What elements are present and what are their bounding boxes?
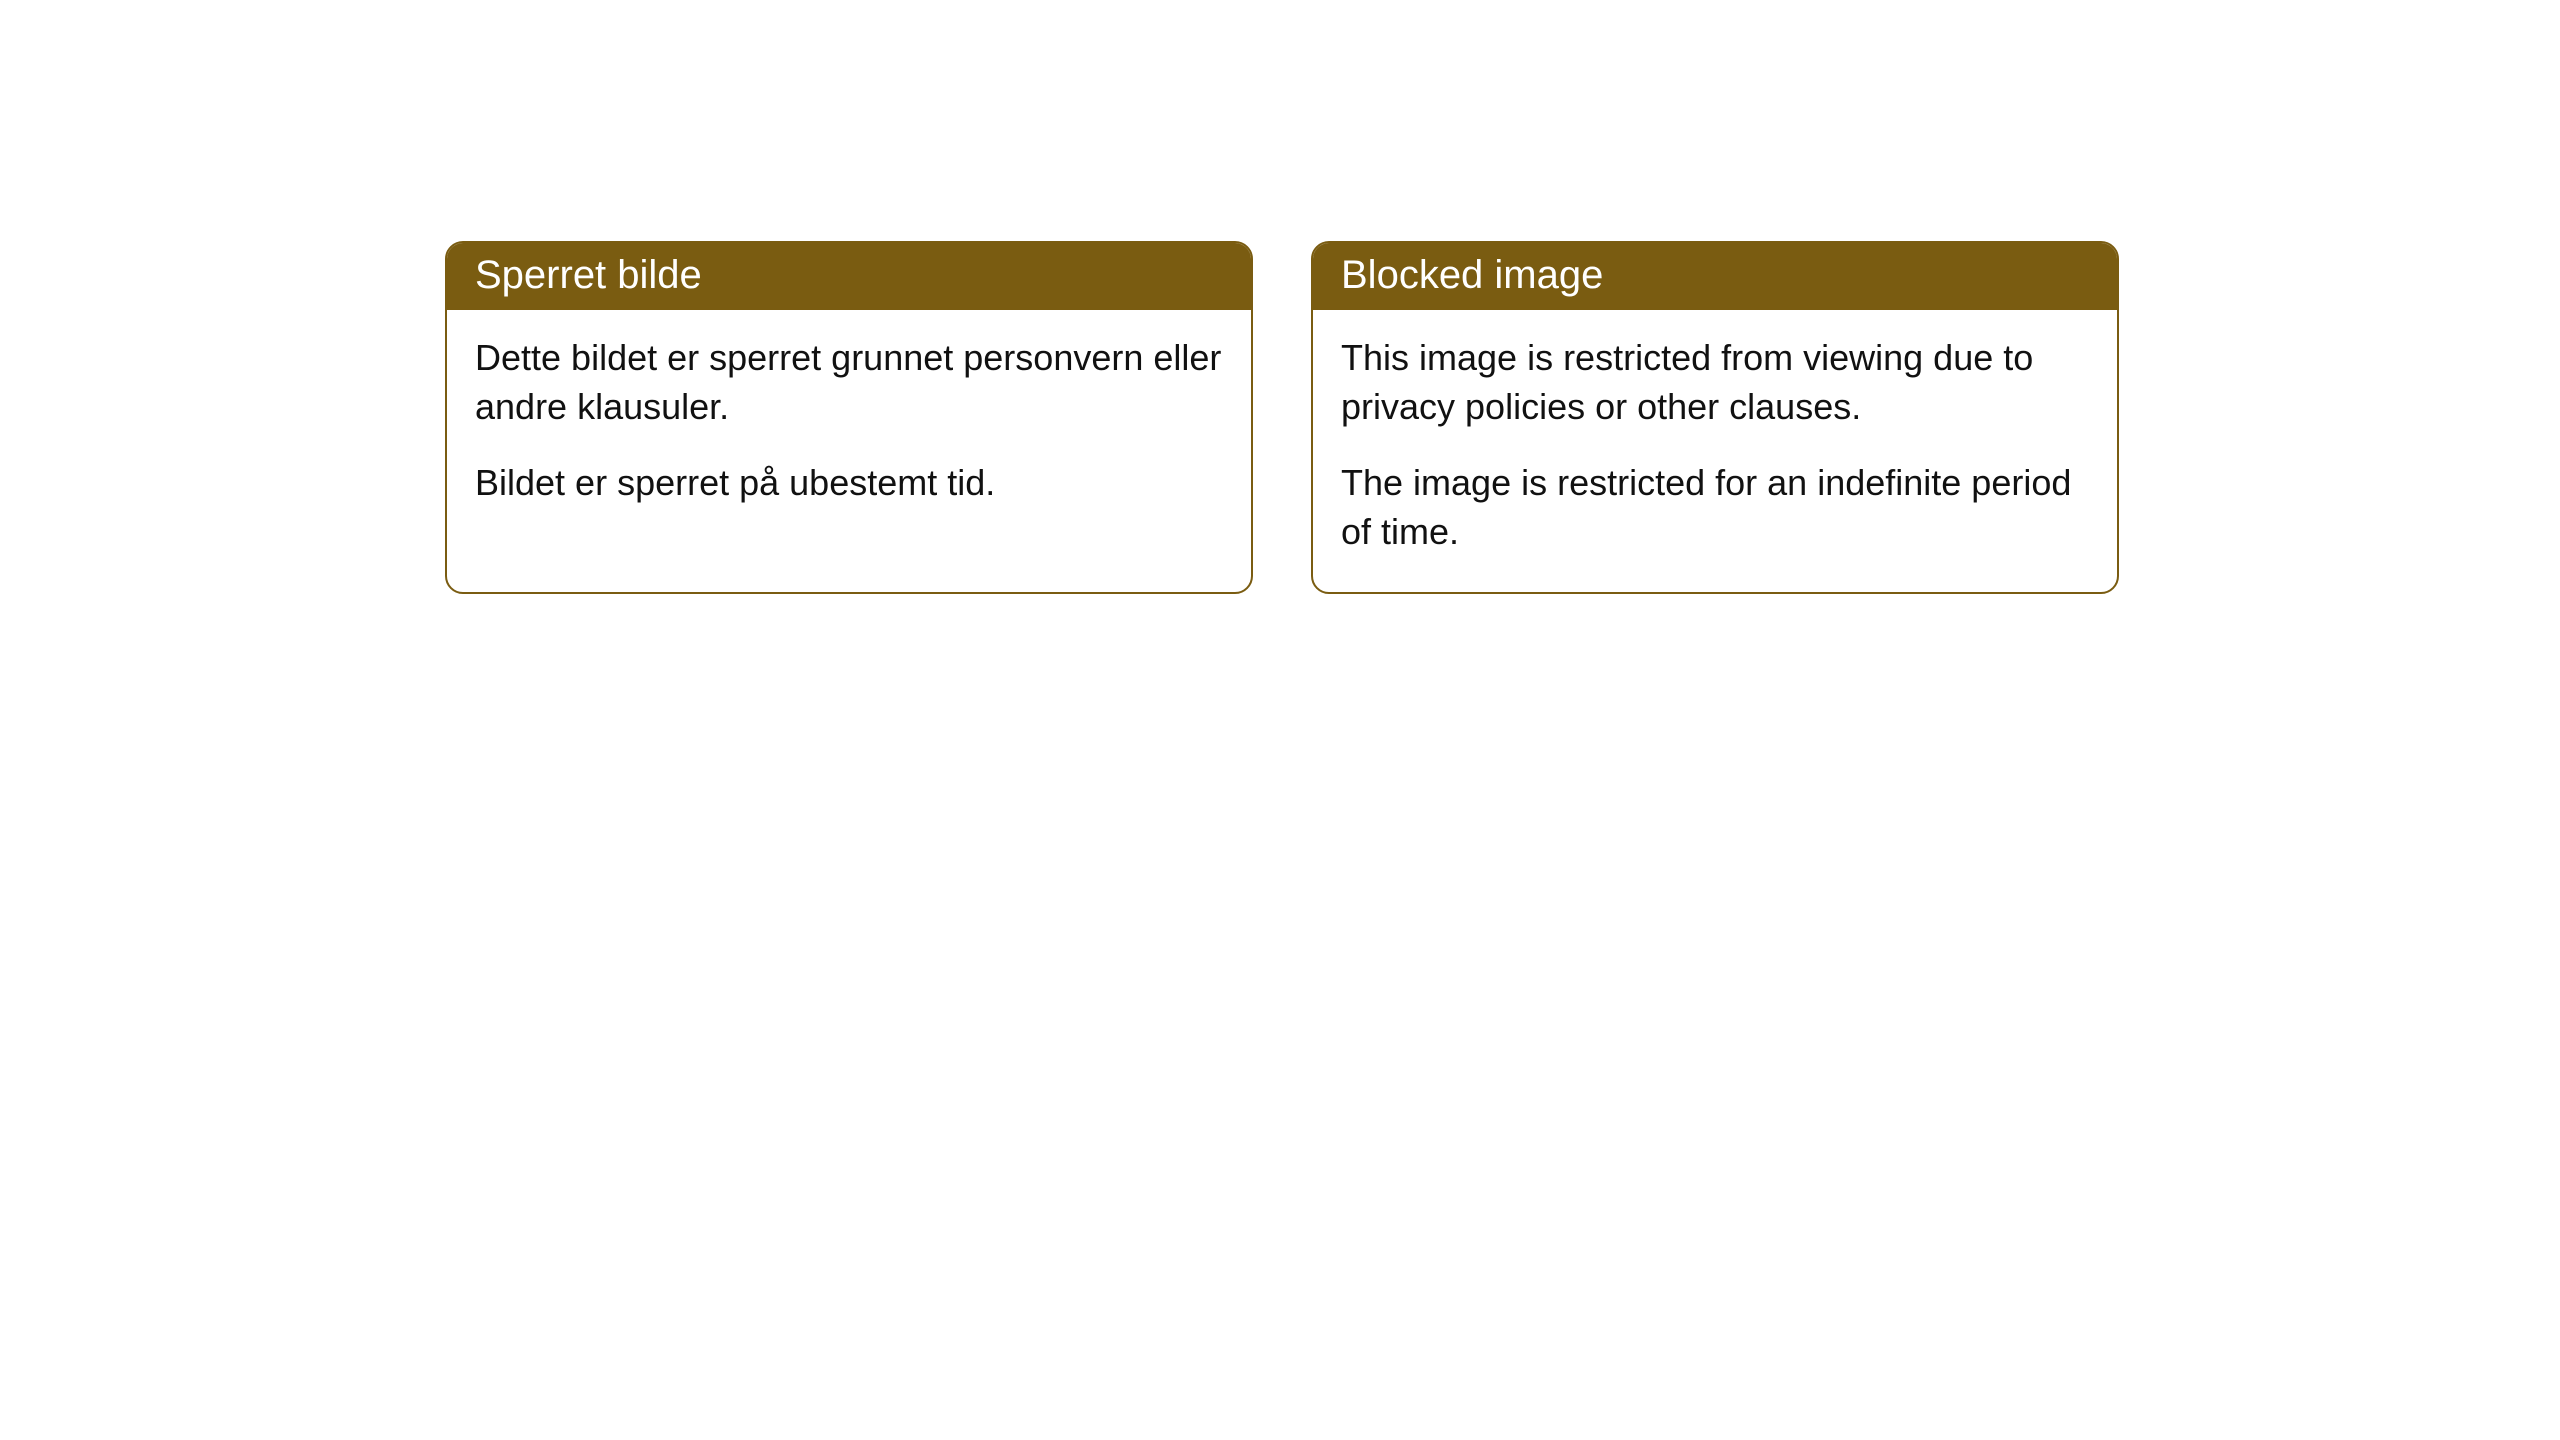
card-paragraph: Dette bildet er sperret grunnet personve…	[475, 334, 1223, 431]
notice-container: Sperret bilde Dette bildet er sperret gr…	[445, 241, 2119, 594]
card-body: This image is restricted from viewing du…	[1313, 310, 2117, 592]
card-paragraph: The image is restricted for an indefinit…	[1341, 459, 2089, 556]
card-header: Sperret bilde	[447, 243, 1251, 310]
card-paragraph: This image is restricted from viewing du…	[1341, 334, 2089, 431]
card-body: Dette bildet er sperret grunnet personve…	[447, 310, 1251, 544]
card-header: Blocked image	[1313, 243, 2117, 310]
card-paragraph: Bildet er sperret på ubestemt tid.	[475, 459, 1223, 508]
notice-card-norwegian: Sperret bilde Dette bildet er sperret gr…	[445, 241, 1253, 594]
notice-card-english: Blocked image This image is restricted f…	[1311, 241, 2119, 594]
